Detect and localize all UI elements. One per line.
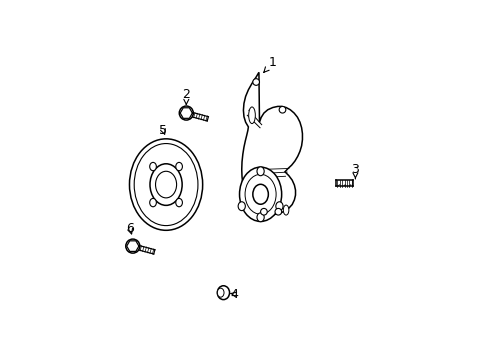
Text: 1: 1 — [264, 56, 276, 72]
Text: 6: 6 — [126, 222, 134, 235]
Ellipse shape — [155, 171, 176, 198]
Ellipse shape — [150, 164, 182, 205]
Circle shape — [125, 239, 140, 253]
Ellipse shape — [175, 198, 182, 207]
Ellipse shape — [252, 184, 268, 204]
Ellipse shape — [244, 174, 276, 214]
Ellipse shape — [279, 107, 285, 113]
Ellipse shape — [275, 202, 283, 211]
Ellipse shape — [283, 205, 288, 215]
Ellipse shape — [257, 167, 264, 176]
Text: 2: 2 — [182, 88, 190, 104]
Circle shape — [179, 106, 193, 120]
Ellipse shape — [257, 213, 264, 222]
Ellipse shape — [149, 162, 156, 171]
Text: 5: 5 — [159, 124, 167, 137]
Text: 3: 3 — [351, 163, 359, 179]
Ellipse shape — [217, 286, 229, 300]
Ellipse shape — [248, 107, 255, 123]
Ellipse shape — [238, 202, 245, 211]
Ellipse shape — [252, 79, 259, 85]
Ellipse shape — [274, 208, 281, 215]
Ellipse shape — [149, 198, 156, 207]
Ellipse shape — [260, 208, 267, 215]
Ellipse shape — [129, 139, 202, 230]
Ellipse shape — [217, 288, 224, 297]
Ellipse shape — [239, 167, 281, 221]
Ellipse shape — [175, 162, 182, 171]
Ellipse shape — [134, 144, 198, 226]
Text: 4: 4 — [229, 288, 238, 301]
PathPatch shape — [241, 72, 302, 215]
